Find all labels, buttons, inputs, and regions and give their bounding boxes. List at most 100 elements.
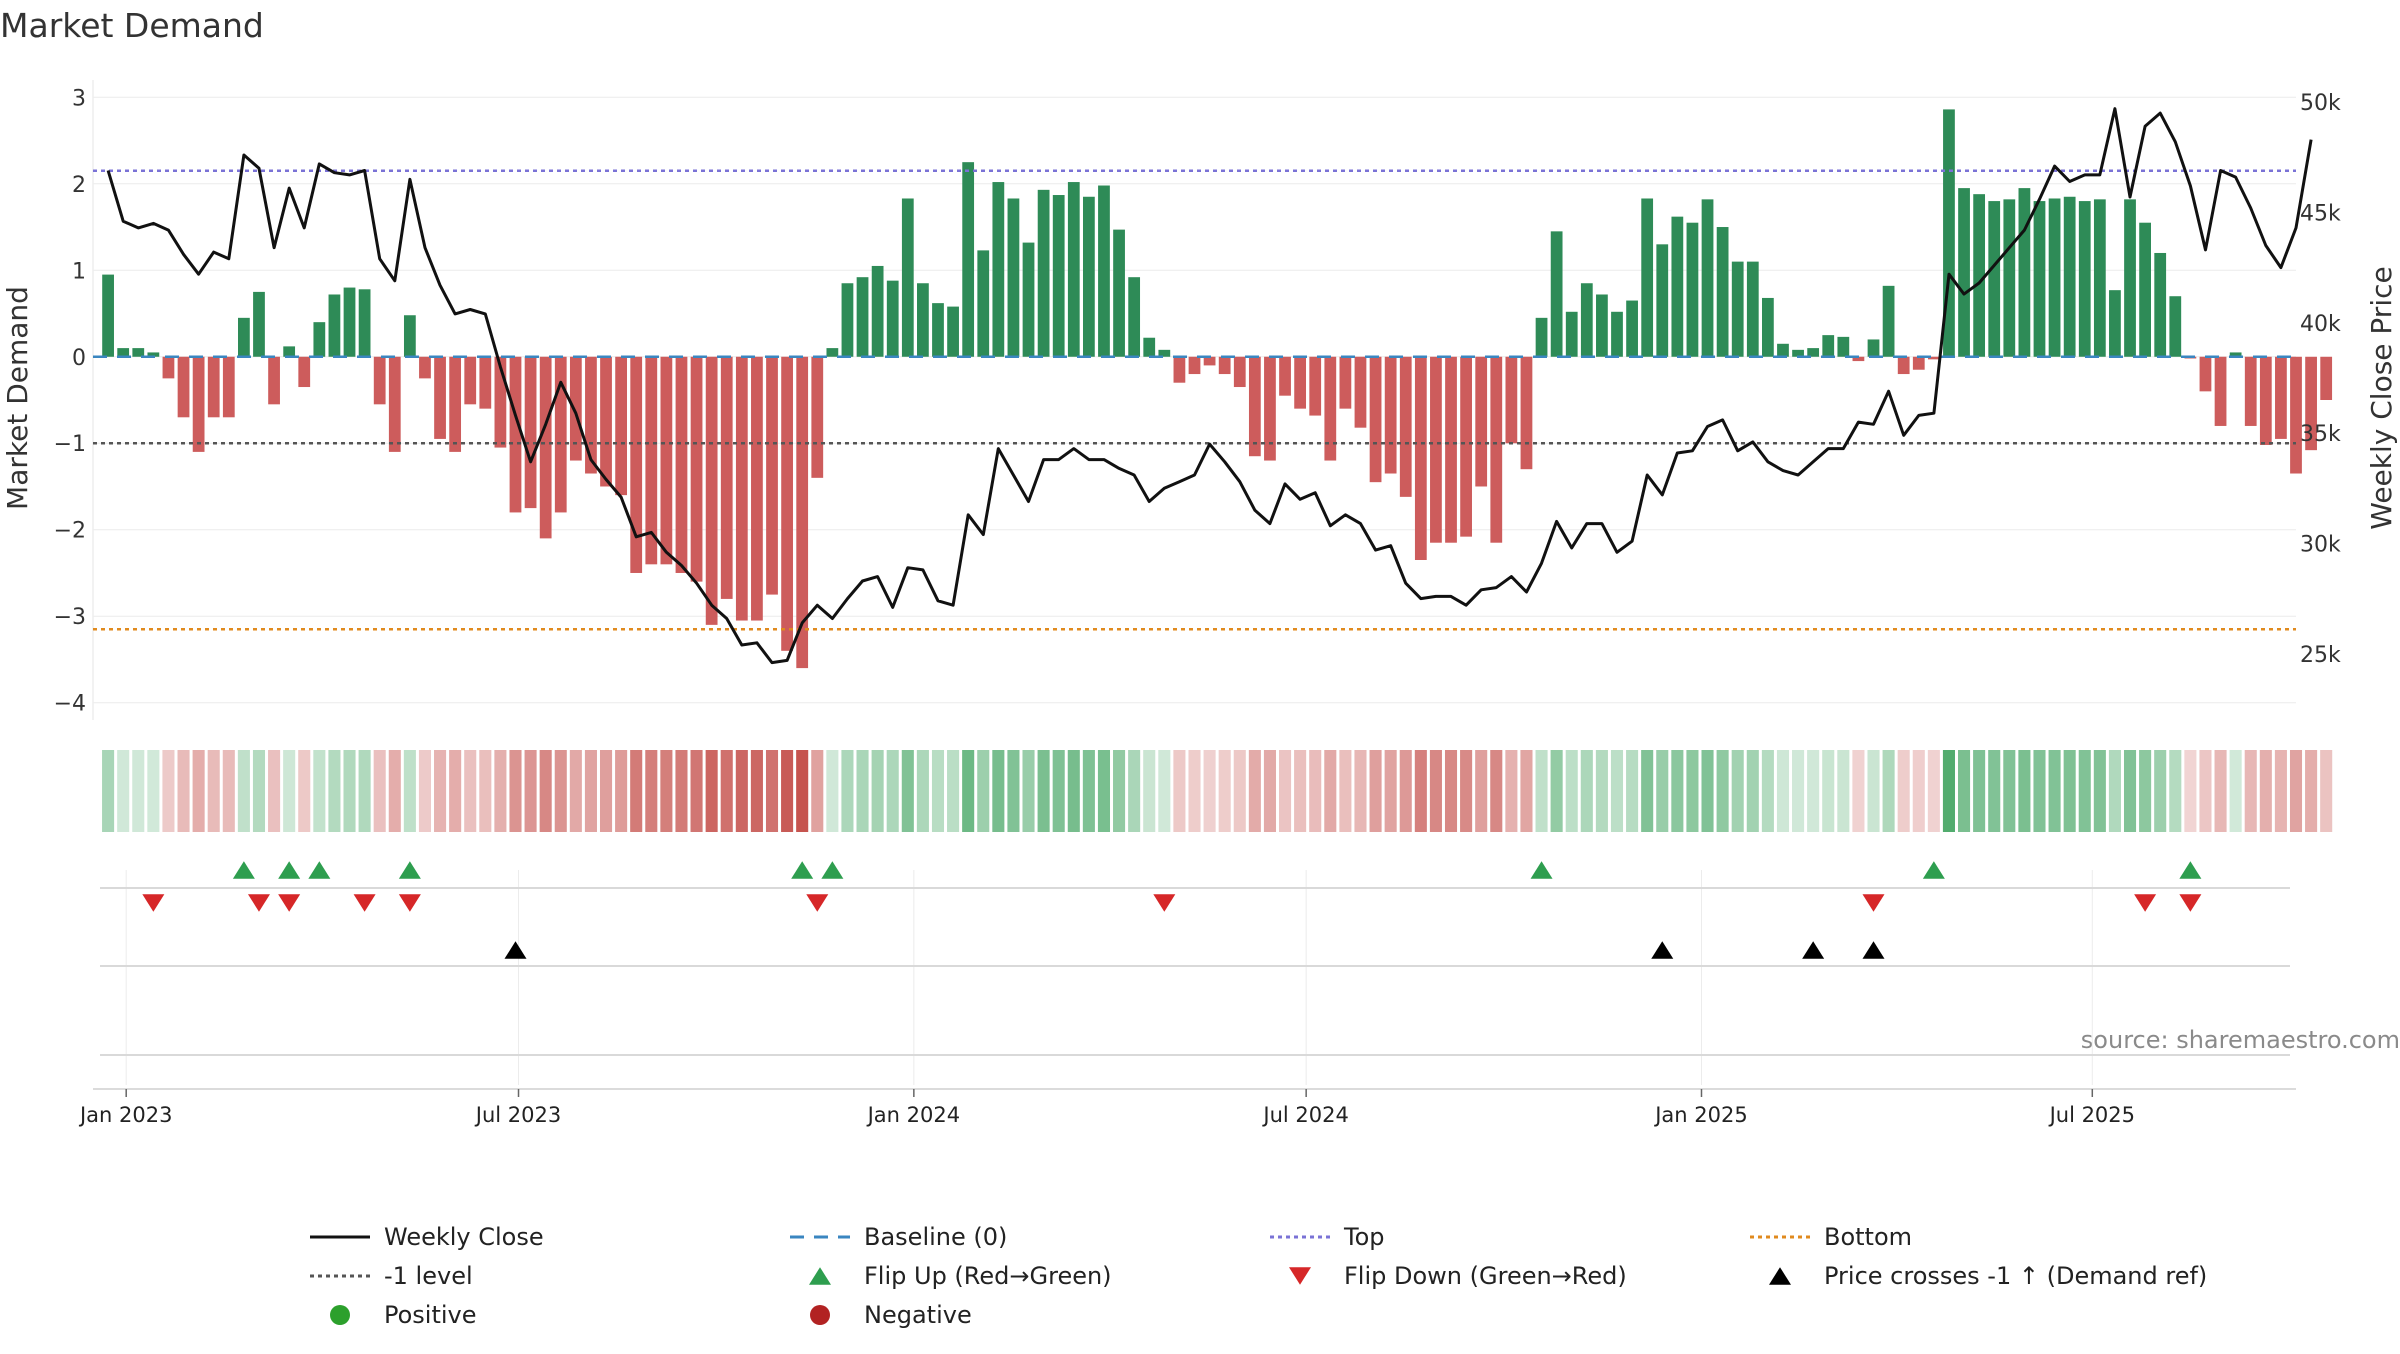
y-left-tick-label: −4: [54, 692, 86, 717]
heat-cell: [841, 750, 854, 832]
heat-cell: [1565, 750, 1578, 832]
demand-bar: [1596, 294, 1608, 357]
heat-cell: [1233, 750, 1246, 832]
demand-bar: [1354, 356, 1367, 428]
heat-cell: [2199, 750, 2212, 832]
x-tick-label: Jul 2024: [1261, 1103, 1348, 1127]
heat-cell: [494, 750, 507, 832]
heat-cell: [1475, 750, 1488, 832]
demand-bar: [1339, 356, 1352, 409]
demand-bar: [403, 315, 416, 357]
demand-bar: [1128, 277, 1141, 357]
demand-bar: [1098, 185, 1110, 357]
demand-bar: [1580, 283, 1593, 357]
legend-label: Weekly Close: [384, 1223, 544, 1251]
heat-cell: [509, 750, 522, 832]
demand-bars: [102, 109, 2333, 669]
flip-down-marker: [2134, 894, 2157, 912]
heat-cell: [1294, 750, 1307, 832]
demand-bar: [2139, 222, 2151, 357]
demand-bar: [2048, 198, 2061, 357]
price-cross-marker: [504, 941, 527, 959]
heat-cell: [1369, 750, 1382, 832]
demand-bar: [207, 356, 220, 418]
heat-cell: [1942, 750, 1955, 832]
demand-bar: [1746, 261, 1759, 357]
demand-bar: [569, 356, 582, 461]
demand-bar: [675, 356, 688, 573]
demand-bar: [826, 348, 839, 357]
demand-bar: [479, 356, 492, 409]
demand-bar: [1822, 335, 1835, 357]
heat-cell: [1912, 750, 1925, 832]
heat-cell: [539, 750, 552, 832]
heat-cell: [1022, 750, 1035, 832]
demand-bar: [1912, 356, 1925, 370]
flip-up-marker: [308, 861, 331, 879]
demand-bar: [856, 277, 869, 357]
demand-bar: [886, 280, 899, 357]
demand-bar: [313, 322, 326, 357]
demand-bar: [283, 346, 296, 357]
y-left-tick-label: 0: [72, 346, 86, 371]
demand-bar: [1943, 109, 1955, 357]
heat-cell: [434, 750, 447, 832]
demand-bar: [917, 283, 929, 357]
heat-cell: [856, 750, 869, 832]
demand-bar: [1384, 356, 1397, 474]
y-right-tick-label: 30k: [2300, 532, 2341, 557]
legend-item: Baseline (0): [790, 1223, 1007, 1251]
heat-cell: [207, 750, 220, 832]
heat-cell: [2289, 750, 2303, 832]
demand-bar: [1430, 356, 1442, 543]
demand-bar: [132, 348, 145, 357]
demand-bar: [253, 291, 265, 357]
flip-down-marker: [142, 894, 165, 912]
demand-bar: [811, 356, 824, 478]
flip-down-marker: [398, 894, 421, 912]
heat-cell: [2003, 750, 2016, 832]
heat-cell: [1837, 750, 1850, 832]
demand-bar: [2018, 188, 2031, 357]
y-right-tick-label: 25k: [2300, 643, 2341, 668]
demand-bar: [1958, 188, 1970, 357]
demand-bar: [509, 356, 522, 513]
demand-bar: [630, 356, 643, 573]
heat-cell: [2093, 750, 2106, 832]
demand-bar: [1158, 349, 1171, 357]
heat-cell: [1263, 750, 1276, 832]
flip-up-marker: [1530, 861, 1553, 879]
heat-cell: [765, 750, 779, 832]
heat-cell: [1927, 750, 1940, 832]
demand-bar: [1113, 229, 1125, 357]
heat-cell: [1052, 750, 1065, 832]
y-right-tick-label: 45k: [2300, 201, 2341, 226]
heat-cell: [237, 750, 250, 832]
demand-bar: [2229, 352, 2242, 357]
heat-cell: [1143, 750, 1156, 832]
demand-bar: [1218, 356, 1231, 375]
flip-down-marker: [247, 894, 270, 912]
demand-bar: [2093, 199, 2106, 357]
heat-cell: [1173, 750, 1186, 832]
demand-bar: [1264, 356, 1276, 461]
heat-cell: [630, 750, 643, 832]
heat-cell: [1158, 750, 1171, 832]
demand-bar: [1279, 356, 1291, 396]
heat-cell: [1701, 750, 1714, 832]
heat-cell: [147, 750, 160, 832]
demand-bar: [1671, 216, 1684, 357]
demand-bar: [962, 162, 975, 357]
demand-bar: [1550, 231, 1563, 357]
heat-cell: [2259, 750, 2272, 832]
demand-bar: [615, 356, 628, 496]
heat-cell: [1716, 750, 1729, 832]
legend-swatch: [1769, 1267, 1791, 1285]
demand-bar: [2320, 356, 2333, 400]
heat-cell: [2063, 750, 2076, 832]
demand-bar: [2199, 356, 2212, 392]
heat-cell: [1686, 750, 1699, 832]
heat-cell: [132, 750, 145, 832]
demand-bar: [434, 356, 446, 439]
